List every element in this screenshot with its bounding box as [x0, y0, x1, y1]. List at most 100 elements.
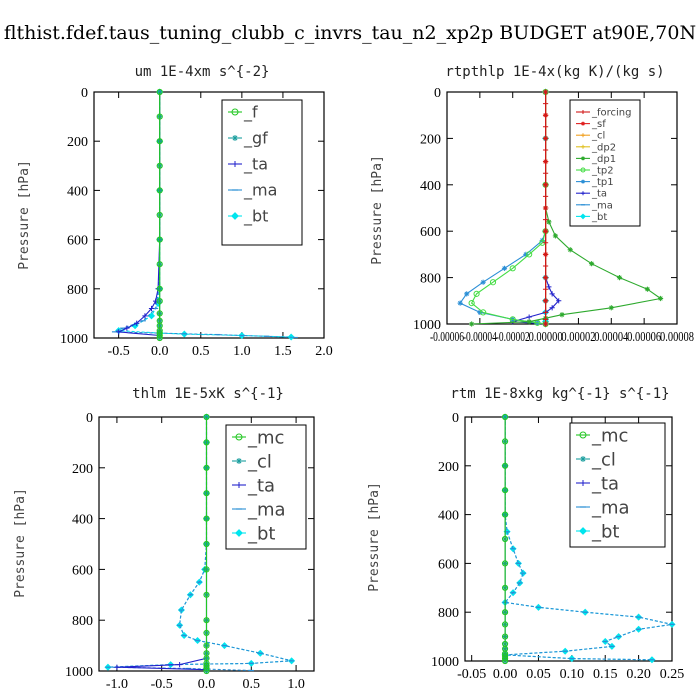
marker-diamond [235, 529, 243, 537]
marker-plus [114, 664, 120, 670]
marker-circle [156, 332, 163, 339]
x-tick-label: 0.0 [151, 344, 169, 359]
x-tick-label: 0.5 [192, 344, 210, 359]
plot-area: 0 200 400 600 800 1000-0.00006-0.00004-0.0000… [413, 86, 694, 345]
x-tick-label: -1.0 [106, 677, 128, 692]
legend-label: _dp2 [591, 142, 616, 153]
y-tick-label: 600 [420, 225, 441, 240]
legend-label: _forcing [591, 108, 632, 119]
marker-star [559, 312, 565, 318]
marker-circle [480, 309, 487, 316]
marker-circle [156, 113, 163, 120]
series-ma [502, 416, 675, 661]
plot-area: 0 200 400 600 800 1000-0.05 0.00 0.05 0.10 0.15 0.… [431, 411, 684, 682]
y-tick-label: 0 [86, 411, 93, 426]
marker-circle [156, 162, 163, 169]
marker-star [644, 286, 651, 292]
marker-plus [542, 124, 549, 130]
series-line [470, 92, 547, 325]
x-tick-label: 0.00 [493, 667, 518, 682]
marker-plus [134, 320, 140, 326]
legend-item: _ma [228, 181, 277, 201]
marker-star [581, 179, 585, 184]
y-axis-label: Pressure [hPa] [367, 482, 382, 592]
marker-circle [231, 108, 239, 116]
y-tick-label: 800 [438, 606, 459, 621]
marker-star [588, 261, 595, 267]
marker-plus [581, 144, 585, 149]
marker-circle [203, 515, 210, 522]
x-tick-label: 0.00008 [660, 330, 694, 345]
marker-circle [501, 584, 509, 591]
panel-title: rtpthlp 1E-4x(kg K)/(kg s) [445, 64, 664, 80]
y-tick-label: 200 [72, 462, 93, 477]
x-tick-label: -0.00002 [496, 330, 530, 345]
legend-label: _ma [591, 200, 613, 211]
series-line [459, 92, 547, 325]
marker-plus [581, 191, 585, 196]
marker-diamond [231, 212, 239, 220]
legend-item: _dp2 [576, 142, 616, 153]
axes-frame [446, 91, 678, 325]
y-tick-label: 400 [420, 179, 441, 194]
marker-circle [501, 655, 509, 662]
series-mc [203, 413, 210, 675]
marker-plus [549, 291, 555, 297]
legend: _mc _cl _ta _ma _bt [225, 424, 307, 550]
marker-circle [468, 300, 475, 307]
marker-circle [501, 633, 509, 640]
marker-circle [203, 566, 210, 573]
marker-circle [203, 490, 210, 497]
y-tick-label: 800 [72, 614, 93, 629]
legend-item: _cl [576, 449, 616, 470]
marker-circle [203, 540, 210, 548]
marker-circle [156, 334, 163, 342]
x-tick-label: -0.00006 [430, 330, 464, 345]
marker-plus [542, 193, 549, 199]
y-tick-label: 600 [438, 557, 459, 572]
marker-circle [156, 211, 163, 219]
panel-title: thlm 1E-5xK s^{-1} [132, 386, 284, 402]
marker-star [464, 291, 470, 297]
plot-area: 0 200 400 600 800 1000 -0.5 0.0 0.5 1.0 1.5 2.0 _f _g… [60, 86, 333, 359]
marker-circle [501, 438, 509, 445]
y-tick-label: 600 [72, 563, 93, 578]
marker-circle [203, 464, 210, 471]
x-tick-label: 1.0 [287, 677, 305, 692]
marker-plus [542, 309, 549, 315]
figure-title: flthist.fdef.taus_tuning_clubb_c_invrs_t… [4, 22, 696, 44]
marker-circle [156, 187, 163, 194]
y-tick-label: 200 [438, 460, 459, 475]
marker-star [657, 295, 664, 302]
marker-plus [546, 284, 552, 290]
legend-label: _ma [247, 499, 286, 520]
marker-circle [473, 290, 480, 297]
marker-circle [203, 629, 210, 637]
y-tick-label: 0 [434, 86, 441, 101]
panel-rtpthlp: rtpthlp 1E-4x(kg K)/(kg s) Pressure [hPa… [370, 64, 694, 345]
marker-circle [203, 667, 210, 675]
marker-star [523, 251, 529, 257]
marker-plus [232, 161, 238, 167]
legend-label: _mc [247, 427, 284, 448]
series-ta [116, 89, 163, 339]
marker-star [580, 456, 586, 462]
marker-star [567, 247, 573, 253]
marker-circle [580, 167, 586, 173]
marker-star [552, 233, 559, 239]
legend-item: _ma [576, 200, 613, 211]
series-forcing [542, 89, 549, 327]
panel-thlm: thlm 1E-5xK s^{-1} Pressure [hPa] 0 200 40… [13, 386, 315, 692]
marker-circle [156, 310, 163, 317]
y-tick-label: 800 [67, 283, 88, 298]
marker-star [501, 265, 508, 271]
marker-circle [501, 462, 509, 469]
marker-diamond [579, 527, 587, 535]
axes-frame [93, 91, 325, 339]
marker-plus [526, 314, 532, 320]
legend-item: _ta [576, 189, 607, 200]
y-axis-label: Pressure [hPa] [370, 155, 385, 265]
marker-plus [542, 316, 549, 322]
legend-label: _bt [591, 521, 619, 542]
